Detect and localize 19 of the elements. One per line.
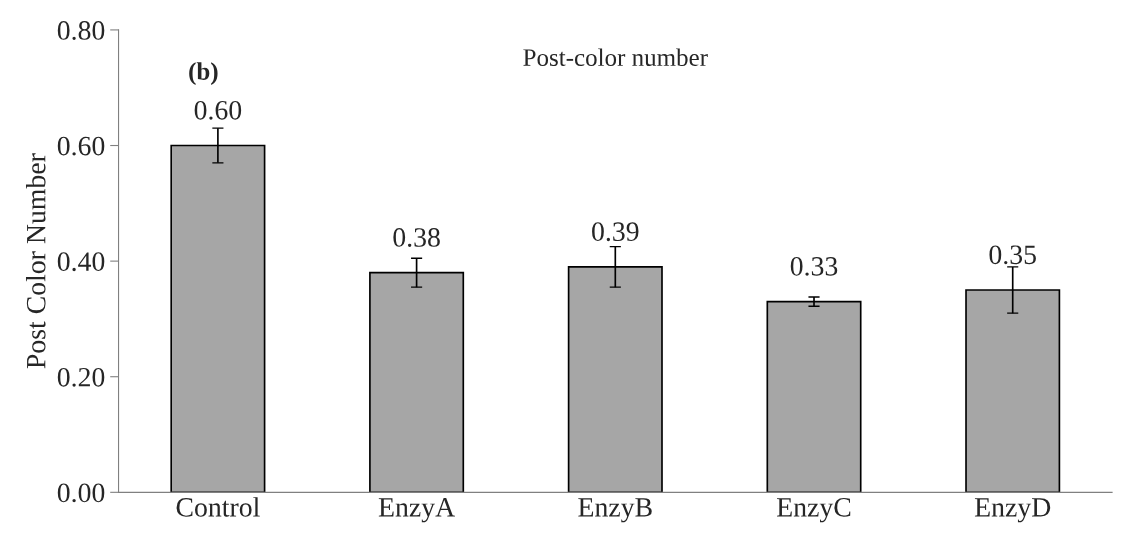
data-label: 0.35 — [989, 245, 1036, 265]
y-tick-label: 0.00 — [57, 483, 105, 503]
y-tick-label: 0.20 — [57, 367, 105, 387]
bar — [766, 300, 862, 493]
x-tick-label: EnzyB — [578, 498, 652, 523]
y-tick-label: 0.80 — [57, 21, 105, 40]
data-label: 0.38 — [393, 228, 440, 247]
data-label: 0.39 — [592, 222, 639, 242]
y-tick-label: 0.40 — [57, 252, 105, 272]
annotation: (b) — [189, 62, 218, 85]
y-axis-title: Post Color Number — [25, 153, 46, 369]
data-label: 0.33 — [790, 256, 838, 276]
x-tick-label: EnzyA — [378, 498, 455, 523]
x-tick-label: EnzyC — [777, 497, 851, 523]
x-tick-label: Control — [176, 497, 260, 517]
data-label: 0.60 — [194, 100, 242, 120]
x-tick-label: EnzyD — [974, 498, 1051, 523]
y-tick-label: 0.60 — [57, 136, 105, 156]
text: Post-color number — [523, 48, 708, 67]
